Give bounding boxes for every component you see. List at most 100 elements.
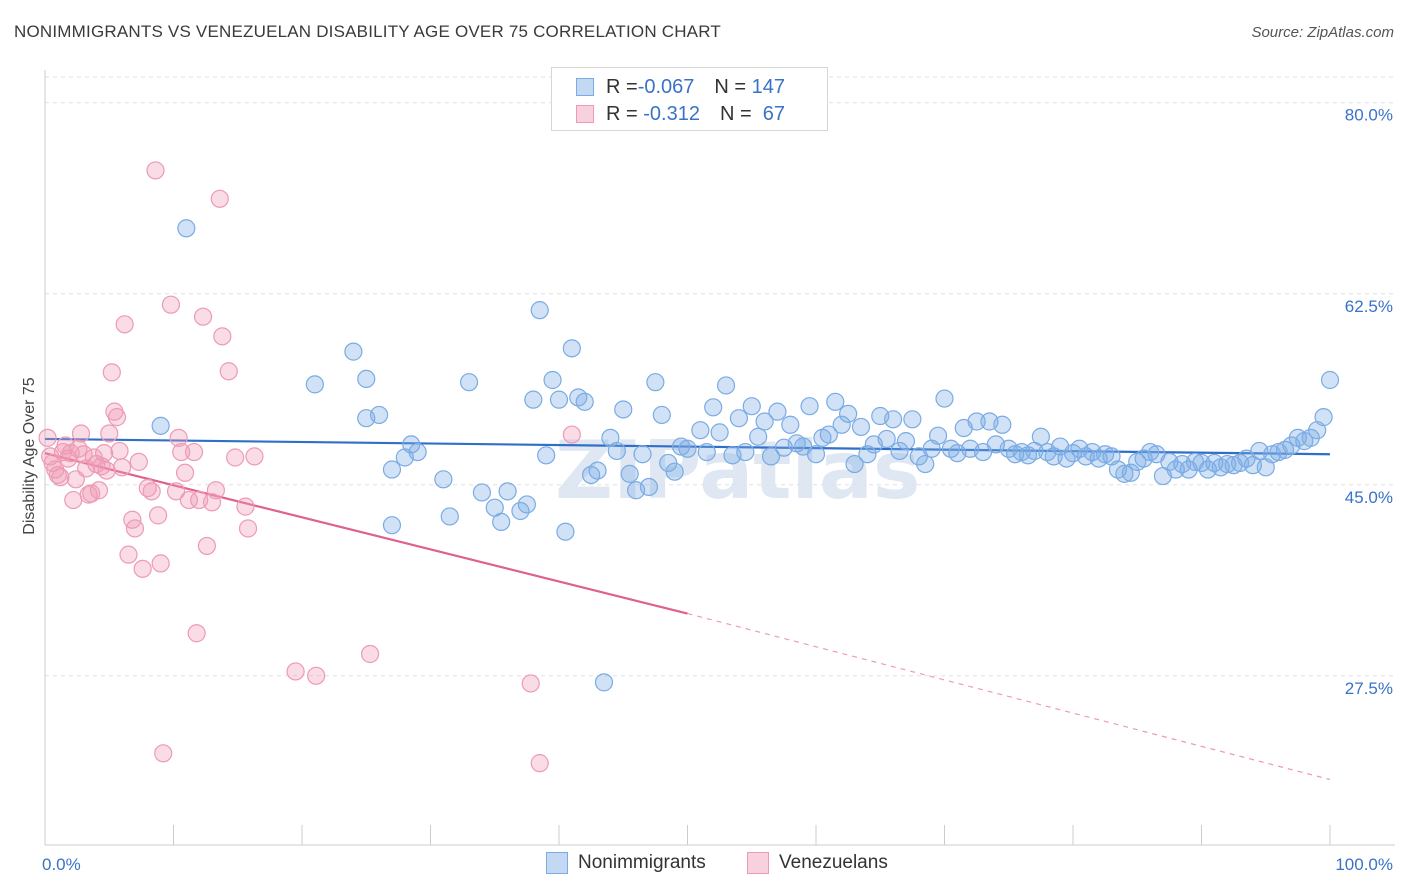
nonimmigrants-point xyxy=(755,412,774,431)
nonimmigrants-point xyxy=(883,410,903,429)
nonimmigrants-point xyxy=(800,397,819,416)
nonimmigrants-point xyxy=(832,415,851,434)
nonimmigrants-point xyxy=(993,415,1012,434)
legend-swatch-blue xyxy=(576,78,594,96)
x-tick-label: 100.0% xyxy=(1335,855,1393,874)
venezuelans-point xyxy=(112,458,132,477)
nonimmigrants-point xyxy=(556,522,575,541)
nonimmigrants-point xyxy=(903,410,922,429)
venezuelans-point xyxy=(236,497,255,516)
nonimmigrants-point xyxy=(562,339,581,358)
venezuelans-point xyxy=(184,442,204,462)
venezuelans-point xyxy=(226,448,245,467)
nonimmigrants-point xyxy=(434,470,453,489)
legend-label-nonimmigrants: Nonimmigrants xyxy=(578,852,706,873)
venezuelans-point xyxy=(286,662,305,681)
legend-item-nonimmigrants: Nonimmigrants xyxy=(546,852,706,874)
nonimmigrants-point xyxy=(1115,464,1134,483)
nonimmigrants-point xyxy=(511,501,530,521)
nonimmigrants-point xyxy=(1031,427,1050,446)
trend-lines xyxy=(44,437,1331,781)
venezuelans-point xyxy=(142,482,161,501)
venezuelans-point xyxy=(245,447,264,466)
nonimmigrants-point xyxy=(530,301,549,320)
nonimmigrants-point xyxy=(370,405,389,425)
nonimmigrants-point xyxy=(877,429,896,449)
venezuelans-point xyxy=(115,315,134,334)
nonimmigrants-point xyxy=(845,454,864,474)
nonimmigrants-point xyxy=(639,477,659,497)
nonimmigrants-point xyxy=(896,432,916,451)
venezuelans-point xyxy=(206,481,226,500)
legend-r-label: R = xyxy=(606,75,638,98)
nonimmigrants-point xyxy=(928,426,948,445)
venezuelans-point xyxy=(169,428,188,447)
nonimmigrants-point xyxy=(826,392,845,411)
nonimmigrants-point xyxy=(1308,421,1327,440)
venezuelans-point xyxy=(238,519,258,538)
nonimmigrants-trend-line xyxy=(44,437,1331,456)
stats-legend: R = -0.067 N = 147 R = -0.312 N = 67 xyxy=(551,67,828,131)
venezuelans-point xyxy=(361,644,380,664)
nonimmigrants-point xyxy=(537,446,556,465)
legend-n-label: N = xyxy=(719,102,758,125)
series-legend: Nonimmigrants Venezuelans xyxy=(0,852,1406,878)
nonimmigrants-point xyxy=(382,460,402,479)
nonimmigrants-point xyxy=(614,400,633,419)
legend-swatch-pink xyxy=(747,852,769,874)
nonimmigrants-point xyxy=(768,402,787,421)
nonimmigrants-point xyxy=(1256,458,1275,477)
legend-row-venezuelans: R = -0.312 N = 67 xyxy=(552,100,785,128)
grid-lines xyxy=(45,76,1395,677)
nonimmigrants-point xyxy=(472,483,491,502)
nonimmigrants-point xyxy=(678,439,697,458)
legend-r-value: -0.312 xyxy=(637,102,700,125)
data-points xyxy=(38,161,1340,773)
nonimmigrants-point xyxy=(607,441,626,461)
venezuelans-point xyxy=(74,445,93,464)
nonimmigrants-point xyxy=(498,482,517,501)
venezuelans-point xyxy=(129,452,148,471)
venezuelans-point xyxy=(48,465,67,485)
venezuelans-point xyxy=(197,536,217,556)
tick-labels: 27.5% 45.0% 62.5% 80.0% 0.0% 100.0% Disability… xyxy=(21,106,1393,874)
nonimmigrants-point xyxy=(344,342,363,361)
nonimmigrants-point xyxy=(851,417,871,437)
nonimmigrants-point xyxy=(935,389,954,408)
venezuelans-point xyxy=(125,519,145,538)
y-axis-label: Disability Age Over 75 xyxy=(21,377,38,535)
chart-title: NONIMMIGRANTS VS VENEZUELAN DISABILITY A… xyxy=(14,22,721,41)
venezuelans-point xyxy=(148,506,168,525)
nonimmigrants-point xyxy=(922,439,941,458)
nonimmigrants-point xyxy=(691,421,710,440)
nonimmigrants-point xyxy=(716,376,736,395)
nonimmigrants-point xyxy=(697,442,716,462)
venezuelans-point xyxy=(161,295,181,314)
legend-r-label: R = xyxy=(606,102,638,125)
nonimmigrants-point xyxy=(402,435,421,454)
venezuelans-point xyxy=(110,441,129,461)
venezuelans-point xyxy=(193,307,213,326)
venezuelans-point xyxy=(38,428,57,447)
nonimmigrants-point xyxy=(806,445,826,464)
venezuelans-trend-extension xyxy=(687,613,1331,781)
legend-row-nonimmigrants: R = -0.067 N = 147 xyxy=(552,73,785,101)
venezuelans-point xyxy=(69,439,88,458)
venezuelans-point xyxy=(187,624,206,643)
nonimmigrants-point xyxy=(1192,453,1211,473)
nonimmigrants-point xyxy=(575,392,594,411)
nonimmigrants-point xyxy=(819,425,838,444)
source-label: Source: ZipAtlas.com xyxy=(1251,24,1394,41)
legend-n-label: N = xyxy=(714,75,752,98)
venezuelans-point xyxy=(146,161,165,180)
venezuelans-point xyxy=(166,482,186,501)
legend-label-venezuelans: Venezuelans xyxy=(779,852,888,873)
nonimmigrants-point xyxy=(729,409,749,428)
venezuelans-point xyxy=(107,408,127,427)
venezuelans-point xyxy=(521,674,540,693)
nonimmigrants-point xyxy=(151,416,170,435)
venezuelans-point xyxy=(133,559,152,578)
nonimmigrants-point xyxy=(1320,370,1340,390)
nonimmigrants-point xyxy=(524,390,543,409)
venezuelans-point xyxy=(100,424,119,443)
